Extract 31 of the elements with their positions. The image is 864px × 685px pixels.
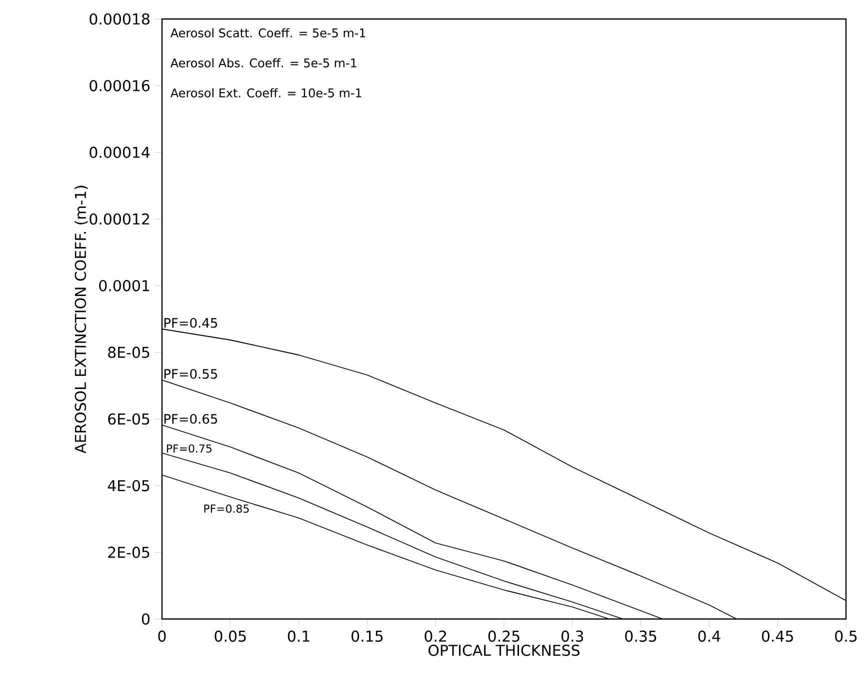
y-tick-label: 0 xyxy=(142,613,150,625)
annotation: Aerosol Abs. Coeff. = 5e-5 m-1 xyxy=(170,58,356,68)
x-tick-label: 0.5 xyxy=(835,630,857,642)
x-tick-label: 0.4 xyxy=(698,630,720,642)
y-axis-title: AEROSOL EXTINCTION COEFF. (m-1) xyxy=(74,186,88,454)
x-tick-label: 0.05 xyxy=(214,630,246,642)
annotation: Aerosol Ext. Coeff. = 10e-5 m-1 xyxy=(170,88,362,98)
series-label: PF=0.65 xyxy=(164,414,218,424)
y-tick-label: 2E-05 xyxy=(108,546,150,558)
series-label: PF=0.75 xyxy=(167,444,212,453)
x-tick-label: 0.2 xyxy=(424,630,446,642)
series-label: PF=0.45 xyxy=(164,318,218,328)
y-tick-label: 4E-05 xyxy=(108,480,150,492)
y-tick-label: 0.00014 xyxy=(90,146,150,158)
x-tick-label: 0.3 xyxy=(562,630,584,642)
y-tick-label: 6E-05 xyxy=(108,413,150,425)
y-tick-label: 0.0001 xyxy=(99,280,150,292)
y-tick-label: 0.00016 xyxy=(90,80,150,92)
x-tick-label: 0.45 xyxy=(762,630,793,642)
x-tick-label: 0.1 xyxy=(288,630,310,642)
x-tick-label: 0 xyxy=(158,630,166,642)
y-tick-label: 0.00018 xyxy=(90,13,150,25)
y-tick-label: 8E-05 xyxy=(108,346,150,358)
annotation: Aerosol Scatt. Coeff. = 5e-5 m-1 xyxy=(170,28,366,38)
series-label: PF=0.55 xyxy=(164,369,218,379)
series-label: PF=0.85 xyxy=(204,504,249,513)
x-axis-title: OPTICAL THICKNESS xyxy=(428,644,580,656)
x-tick-label: 0.25 xyxy=(488,630,520,642)
x-tick-label: 0.15 xyxy=(352,630,383,642)
y-tick-label: 0.00012 xyxy=(90,213,149,225)
x-tick-label: 0.35 xyxy=(625,630,656,642)
